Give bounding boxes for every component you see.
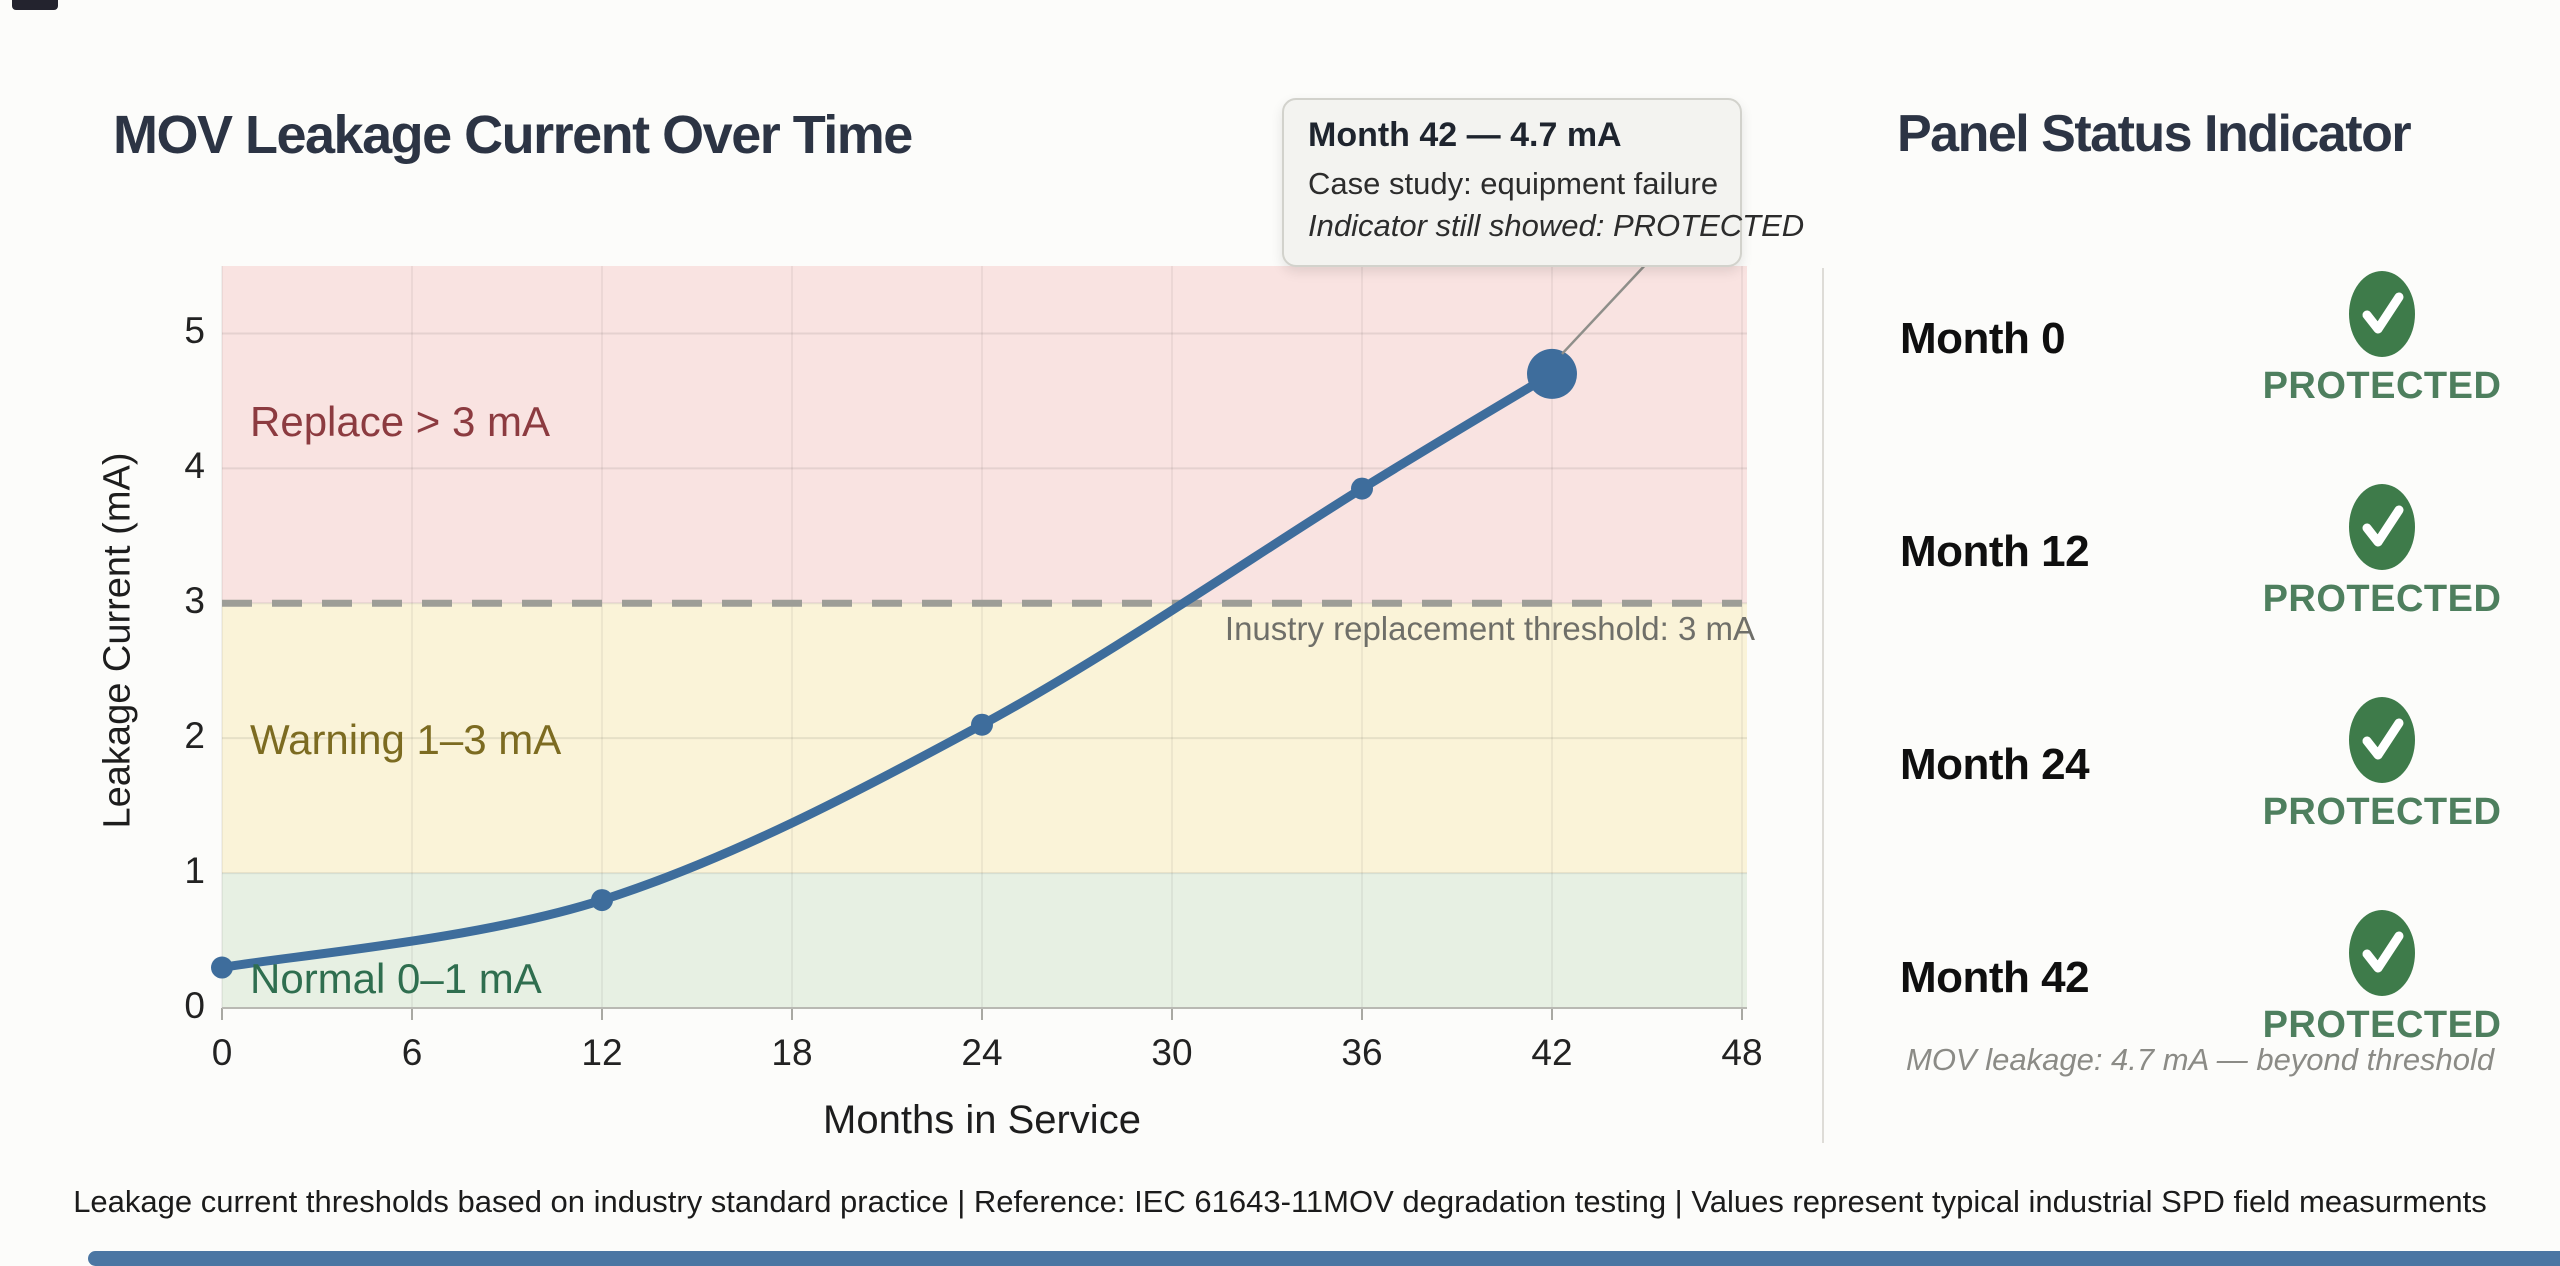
- month-label: Month 0: [1900, 313, 2066, 363]
- bottom-accent-bar: [88, 1251, 2560, 1266]
- x-tick-label-18: 18: [771, 1032, 813, 1073]
- zone-label-normal: Normal 0–1 mA: [250, 955, 542, 1002]
- x-tick-label-42: 42: [1531, 1032, 1573, 1073]
- data-point-month-0[interactable]: [211, 956, 233, 979]
- month-label: Month 24: [1900, 739, 2090, 789]
- chart-title: MOV Leakage Current Over Time: [113, 105, 913, 165]
- zone-band-1: [222, 603, 1747, 874]
- check-circle-icon: [2349, 697, 2415, 783]
- x-tick-label-24: 24: [961, 1032, 1003, 1073]
- zone-label-replace: Replace > 3 mA: [250, 398, 550, 445]
- check-circle-icon: [2349, 910, 2415, 996]
- x-axis-title: Months in Service: [823, 1098, 1141, 1142]
- status-badge: PROTECTED: [2250, 695, 2514, 834]
- y-tick-label-4: 4: [184, 445, 205, 487]
- status-label: PROTECTED: [2262, 791, 2502, 833]
- x-tick-label-6: 6: [401, 1032, 423, 1073]
- panel-row-month-12: Month 12 PROTECTED: [1900, 445, 2514, 658]
- y-tick-label-3: 3: [184, 580, 205, 622]
- y-tick-label-5: 5: [184, 310, 205, 352]
- panel-row-month-42: Month 42 PROTECTED: [1900, 871, 2514, 1084]
- data-point-month-24[interactable]: [971, 713, 993, 736]
- data-point-tooltip: Month 42 — 4.7 mA Case study: equipment …: [1282, 98, 1805, 267]
- y-tick-label-0: 0: [184, 985, 205, 1026]
- status-badge: PROTECTED: [2250, 269, 2514, 408]
- panel-status-list: Month 0 PROTECTED Month 12 PROTECTED Mon…: [1900, 232, 2514, 1084]
- x-tick-label-12: 12: [581, 1032, 623, 1073]
- zone-band-2: [222, 873, 1747, 1008]
- y-tick-label-1: 1: [184, 850, 205, 892]
- tooltip-indicator-line: Indicator still showed: PROTECTED: [1308, 207, 1805, 243]
- x-tick-label-36: 36: [1341, 1032, 1383, 1073]
- panel-row-month-24: Month 24 PROTECTED: [1900, 658, 2514, 871]
- month-label: Month 12: [1900, 526, 2090, 576]
- zone-band-0: [222, 266, 1747, 604]
- status-label: PROTECTED: [2262, 365, 2502, 407]
- highlight-data-point-month-42[interactable]: [1527, 348, 1577, 399]
- corner-artifact-mark: [12, 0, 58, 10]
- tooltip-case-line: Case study: equipment failure: [1308, 166, 1719, 201]
- data-point-month-36[interactable]: [1351, 477, 1373, 500]
- check-circle-icon: [2349, 271, 2415, 357]
- leakage-current-line: [217, 369, 1557, 973]
- y-tick-label-2: 2: [184, 715, 205, 757]
- panel-footnote: MOV leakage: 4.7 mA — beyond threshold: [1906, 1042, 2495, 1077]
- panel-row-month-0: Month 0 PROTECTED: [1900, 232, 2514, 445]
- status-label: PROTECTED: [2262, 578, 2502, 620]
- zone-label-warning: Warning 1–3 mA: [250, 716, 562, 763]
- tooltip-title: Month 42 — 4.7 mA: [1308, 116, 1622, 154]
- status-badge: PROTECTED: [2250, 908, 2514, 1047]
- month-label: Month 42: [1900, 952, 2090, 1002]
- panel-divider: [1822, 268, 1824, 1143]
- data-point-month-12[interactable]: [591, 889, 613, 912]
- status-badge: PROTECTED: [2250, 482, 2514, 621]
- x-tick-label-30: 30: [1151, 1032, 1193, 1073]
- threshold-line-label: Inustry replacement threshold: 3 mA: [1224, 610, 1755, 647]
- x-tick-label-48: 48: [1721, 1032, 1763, 1073]
- check-circle-icon: [2349, 484, 2415, 570]
- footer-caption: Leakage current thresholds based on indu…: [73, 1184, 2487, 1219]
- x-tick-label-0: 0: [211, 1032, 233, 1073]
- tooltip-connector-line: [1561, 261, 1649, 355]
- status-label: PROTECTED: [2262, 1004, 2502, 1046]
- panel-title: Panel Status Indicator: [1897, 105, 2412, 163]
